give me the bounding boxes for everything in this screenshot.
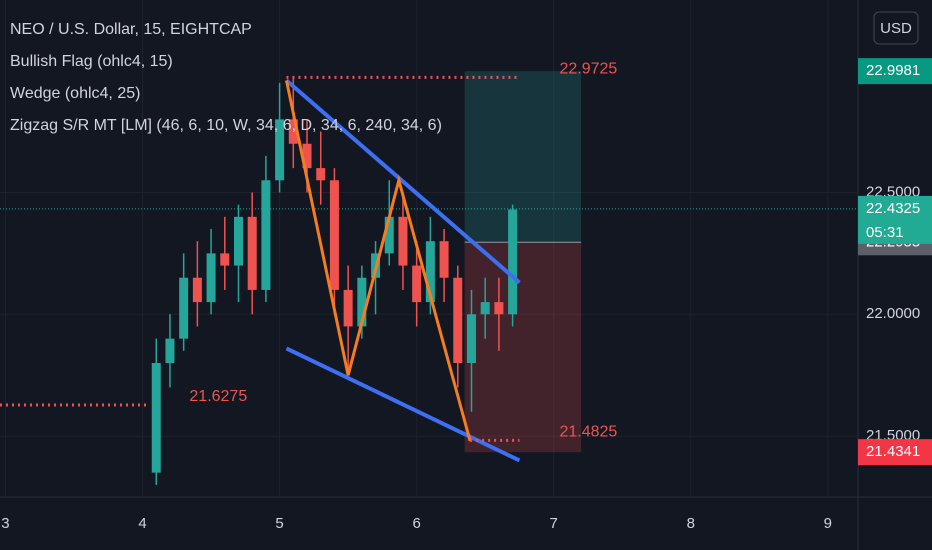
wedge-line [285, 78, 521, 285]
candle-body [425, 241, 435, 303]
stop-price-tag [858, 439, 932, 466]
x-tick-label: 3 [1, 515, 9, 532]
level-label: 22.9725 [559, 61, 617, 78]
candle-body [398, 216, 408, 266]
chart-title: NEO / U.S. Dollar, 15, EIGHTCAP [10, 21, 252, 38]
countdown-label: 05:31 [866, 224, 904, 241]
currency-label[interactable]: USD [880, 20, 912, 37]
candle-body [179, 277, 189, 339]
indicator-label: Wedge (ohlc4, 25) [10, 85, 140, 102]
candle-body [329, 180, 339, 290]
level-label: 21.6275 [189, 388, 247, 405]
x-tick-label: 8 [687, 515, 695, 532]
target-price-tag-label: 22.9981 [866, 62, 920, 79]
candle-body [261, 180, 271, 290]
candle-body [192, 277, 202, 303]
currency-button[interactable] [873, 11, 919, 45]
x-tick-label: 6 [412, 515, 420, 532]
indicator-label: Bullish Flag (ohlc4, 15) [10, 53, 173, 70]
plot-area: 22.9725 21.6275 21.4825 [0, 0, 858, 497]
stop-price-tag-label: 21.4341 [866, 443, 920, 460]
wedge-line [285, 346, 521, 463]
x-tick-label: 9 [824, 515, 832, 532]
candle-body [206, 253, 216, 303]
candle-body [412, 265, 422, 303]
last-price-tag-label: 22.4325 [866, 200, 920, 217]
zigzag-line [284, 80, 472, 442]
x-tick-label: 7 [550, 515, 558, 532]
candle-body [288, 119, 298, 144]
candle-body [316, 168, 326, 181]
candle-body [384, 216, 394, 254]
x-tick-label: 4 [138, 515, 146, 532]
loss-zone [464, 242, 582, 453]
candle-body [480, 302, 490, 315]
last-price-tag [858, 195, 932, 244]
candle-body [343, 289, 353, 327]
candle-body [439, 241, 449, 278]
target-price-tag [858, 58, 932, 85]
profit-zone [464, 71, 582, 243]
candle-body [357, 277, 367, 327]
candle-body [233, 216, 243, 266]
y-tick-label: 22.0000 [866, 305, 920, 322]
candle-body [302, 143, 312, 169]
overlay: NEO / U.S. Dollar, 15, EIGHTCAP Bullish … [10, 11, 919, 134]
x-tick-label: 5 [275, 515, 283, 532]
candle-body [494, 302, 504, 315]
indicator-label: Zigzag S/R MT [LM] (46, 6, 10, W, 34, 6,… [10, 117, 442, 134]
candle-body [508, 209, 518, 315]
candle-body [247, 216, 257, 290]
level-label: 21.4825 [559, 424, 617, 441]
candle-body [466, 314, 476, 364]
candle-body [165, 338, 175, 364]
candle-body [275, 119, 285, 181]
candle-body [151, 363, 161, 473]
candle-body [220, 253, 230, 266]
candle-body [453, 277, 463, 364]
